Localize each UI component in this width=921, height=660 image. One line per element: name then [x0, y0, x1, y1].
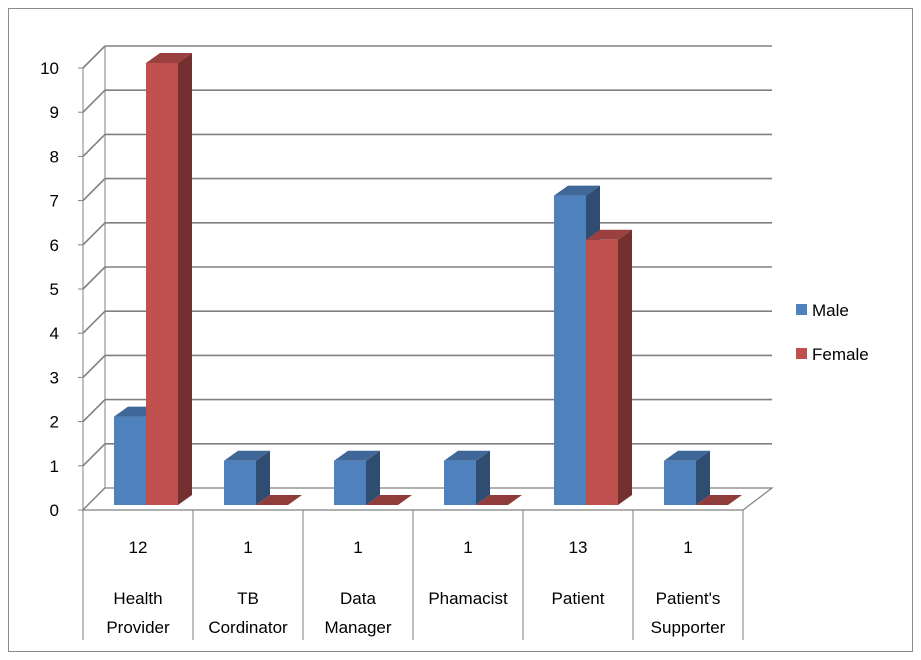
gridline-diagonal	[82, 310, 106, 334]
y-tick-label: 5	[50, 280, 59, 299]
gridline-diagonal	[82, 354, 106, 378]
bars	[114, 53, 742, 506]
bar-top	[146, 53, 192, 63]
category-table: 12 Health Provider 1 TB Cordinator 1 Data Manage…	[82, 510, 744, 640]
bar-front	[146, 63, 178, 505]
category-label: Supporter	[651, 618, 726, 637]
bar-flat	[256, 495, 302, 505]
bar-front	[664, 460, 696, 505]
category-label: TB	[237, 589, 259, 608]
bar-male	[334, 450, 380, 505]
bar-top	[334, 450, 380, 461]
bar-side	[366, 450, 380, 505]
y-tick-label: 1	[50, 457, 59, 476]
category-count: 1	[353, 538, 362, 557]
y-tick-label: 3	[50, 368, 59, 387]
category-count: 1	[683, 538, 692, 557]
legend-swatch	[796, 348, 807, 359]
y-tick-label: 4	[50, 324, 59, 343]
bar-female	[256, 495, 302, 505]
bar-female	[696, 495, 742, 505]
gridline-diagonal	[82, 266, 106, 290]
bar-female	[476, 495, 522, 505]
y-tick-label: 0	[50, 501, 59, 520]
bar-side	[178, 53, 192, 505]
bar-top	[554, 185, 600, 196]
category-label: Phamacist	[428, 589, 508, 608]
bar-front	[224, 460, 256, 505]
gridline-diagonal	[82, 133, 106, 157]
y-tick-label: 10	[40, 59, 59, 78]
gridline-diagonal	[82, 89, 106, 113]
bar-side	[476, 450, 490, 505]
legend: Male Female	[796, 301, 869, 364]
gridline-diagonal	[82, 45, 106, 69]
bar-female	[586, 229, 632, 506]
bar-female	[366, 495, 412, 505]
bar-top	[586, 229, 632, 240]
category-count: 1	[243, 538, 252, 557]
gridline-diagonal	[82, 222, 106, 246]
category-label: Cordinator	[208, 618, 288, 637]
legend-swatch	[796, 304, 807, 315]
y-tick-label: 8	[50, 147, 59, 166]
gridline-diagonal	[82, 443, 106, 467]
bar-top	[664, 450, 710, 461]
bar-female	[146, 53, 192, 505]
category-label: Patient's	[656, 589, 721, 608]
bar-side	[618, 229, 632, 506]
category-count: 13	[569, 538, 588, 557]
gridline-diagonal	[82, 399, 106, 423]
y-tick-label: 2	[50, 413, 59, 432]
y-tick-label: 9	[50, 103, 59, 122]
legend-label: Male	[812, 301, 849, 320]
y-tick-label: 7	[50, 192, 59, 211]
bar-side	[696, 450, 710, 505]
gridlines	[82, 45, 772, 511]
bar-flat	[696, 495, 742, 505]
bar-front	[334, 460, 366, 505]
bar-side	[256, 450, 270, 505]
bar-male	[444, 450, 490, 505]
category-count: 12	[129, 538, 148, 557]
category-count: 1	[463, 538, 472, 557]
bar-front	[554, 195, 586, 505]
bar-male	[664, 450, 710, 505]
bar-flat	[366, 495, 412, 505]
category-label: Provider	[106, 618, 170, 637]
category-label: Data	[340, 589, 376, 608]
bar-front	[586, 239, 618, 506]
bar-top	[224, 450, 270, 461]
category-label: Health	[113, 589, 162, 608]
bar-flat	[476, 495, 522, 505]
bar-front	[114, 416, 146, 505]
category-label: Patient	[552, 589, 605, 608]
legend-label: Female	[812, 345, 869, 364]
category-label: Manager	[324, 618, 391, 637]
bar-front	[444, 460, 476, 505]
y-tick-label: 6	[50, 236, 59, 255]
bar-male	[224, 450, 270, 505]
gridline-diagonal	[82, 178, 106, 202]
bar-top	[444, 450, 490, 461]
